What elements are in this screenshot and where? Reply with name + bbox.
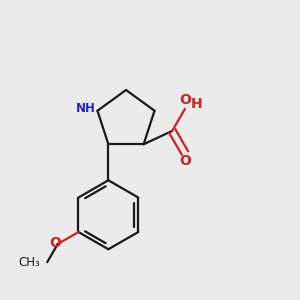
- Text: CH₃: CH₃: [18, 256, 40, 269]
- Text: NH: NH: [76, 102, 96, 115]
- Text: O: O: [179, 154, 191, 168]
- Text: O: O: [179, 94, 191, 107]
- Text: H: H: [191, 98, 203, 111]
- Text: O: O: [49, 236, 61, 250]
